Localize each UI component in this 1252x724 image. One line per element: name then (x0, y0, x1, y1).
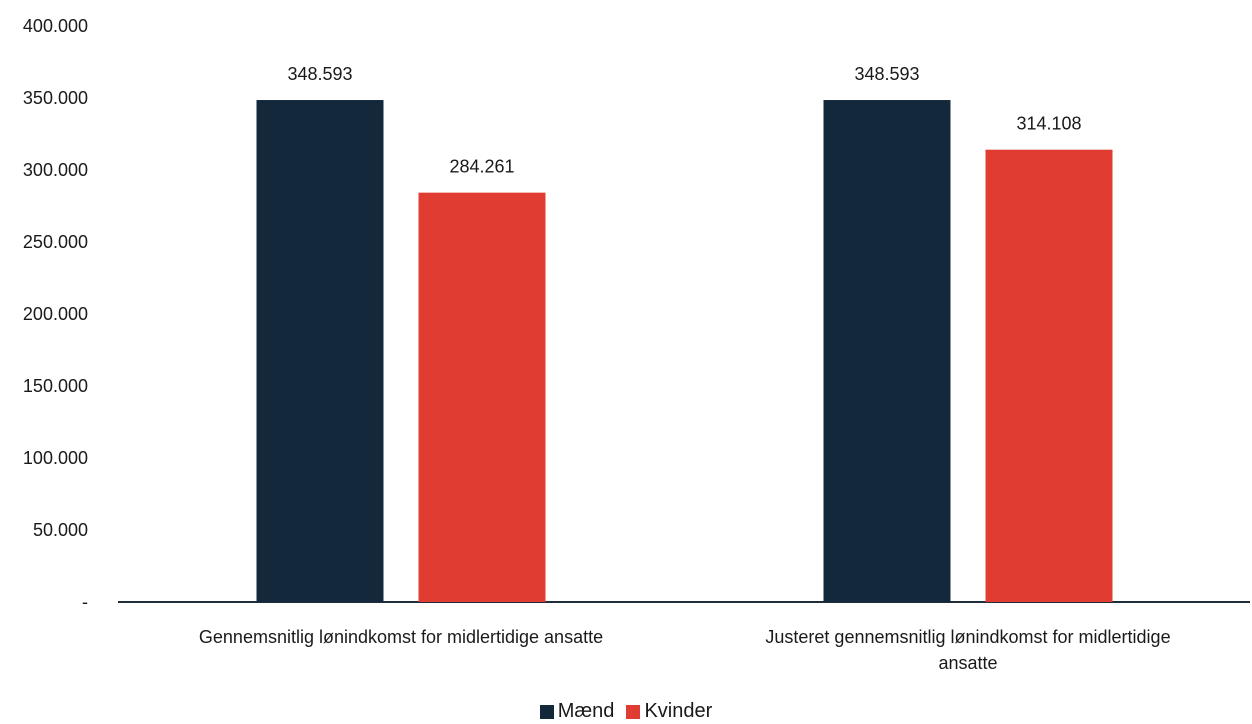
y-tick-label: - (82, 592, 88, 612)
x-tick-label: Justeret gennemsnitlig lønindkomst for m… (765, 627, 1170, 673)
legend-label-maend: Mænd (557, 700, 615, 722)
y-tick-label: 350.000 (23, 88, 88, 108)
y-tick-label: 150.000 (23, 376, 88, 396)
legend-item-maend: Mænd (539, 700, 615, 723)
legend-label-kvinder: Kvinder (644, 700, 713, 722)
bar-maend (823, 100, 951, 603)
y-tick-label: 250.000 (23, 232, 88, 252)
legend-item-kvinder: Kvinder (626, 700, 712, 723)
y-tick-label: 400.000 (23, 16, 88, 36)
bar-chart: - 50.000 100.000 150.000 200.000 250.000 300.0… (23, 16, 1250, 673)
y-tick-label: 100.000 (23, 448, 88, 468)
data-label: 314.108 (1016, 114, 1081, 134)
legend: Mænd Kvinder (0, 700, 1252, 723)
data-label: 284.261 (449, 157, 514, 177)
x-tick-label: Gennemsnitlig lønindkomst for midlertidi… (199, 627, 603, 647)
bar-kvinder (418, 192, 546, 602)
legend-swatch-maend (539, 704, 554, 719)
data-label: 348.593 (854, 64, 919, 84)
y-tick-label: 50.000 (33, 520, 88, 540)
y-tick-label: 200.000 (23, 304, 88, 324)
legend-swatch-kvinder (626, 704, 641, 719)
y-tick-label: 300.000 (23, 160, 88, 180)
data-label: 348.593 (287, 64, 352, 84)
bar-kvinder (985, 149, 1113, 602)
bar-maend (256, 100, 384, 603)
